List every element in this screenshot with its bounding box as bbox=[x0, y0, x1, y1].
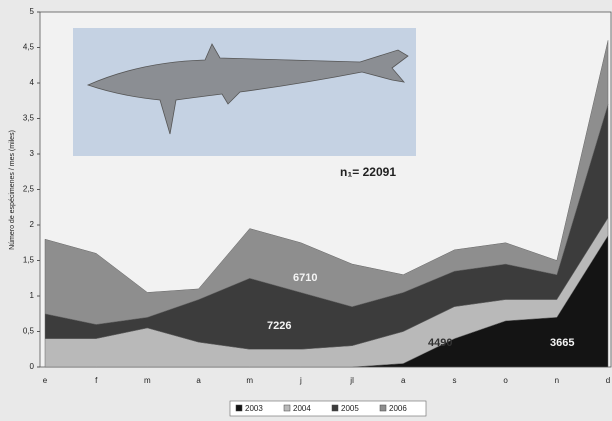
x-tick-label: s bbox=[452, 376, 456, 385]
annotation: 7226 bbox=[267, 320, 291, 332]
y-tick-label: 4 bbox=[30, 78, 35, 87]
y-tick-label: 0 bbox=[30, 362, 35, 371]
x-tick-label: jl bbox=[349, 376, 354, 385]
y-axis-label: Número de espécimenes / mes (miles) bbox=[9, 130, 16, 250]
legend-label: 2004 bbox=[293, 404, 311, 413]
legend-swatch bbox=[235, 404, 243, 412]
x-tick-label: m bbox=[246, 376, 253, 385]
y-tick-label: 1,5 bbox=[23, 256, 35, 265]
legend-label: 2003 bbox=[245, 404, 263, 413]
x-tick-label: j bbox=[299, 376, 302, 385]
x-tick-label: a bbox=[196, 376, 201, 385]
x-tick-label: f bbox=[95, 376, 98, 385]
y-tick-label: 0,5 bbox=[23, 327, 35, 336]
shark-drawing bbox=[86, 43, 409, 135]
y-tick-label: 5 bbox=[30, 7, 35, 16]
legend-swatch bbox=[283, 404, 291, 412]
x-tick-label: m bbox=[144, 376, 151, 385]
legend-swatch bbox=[331, 404, 339, 412]
y-tick-label: 4,5 bbox=[23, 43, 35, 52]
annotation: 6710 bbox=[293, 272, 317, 284]
annotation: 3665 bbox=[550, 337, 574, 349]
y-tick-label: 3 bbox=[30, 149, 35, 158]
y-tick-label: 3,5 bbox=[23, 114, 35, 123]
annotation: n₁= 22091 bbox=[340, 165, 396, 179]
legend-label: 2005 bbox=[341, 404, 359, 413]
y-tick-label: 2 bbox=[30, 220, 35, 229]
legend-swatch bbox=[379, 404, 387, 412]
x-tick-label: a bbox=[401, 376, 406, 385]
areas bbox=[44, 40, 609, 368]
x-tick-label: e bbox=[43, 376, 48, 385]
y-tick-label: 2,5 bbox=[23, 185, 35, 194]
inset-image bbox=[73, 28, 416, 156]
x-tick-label: o bbox=[503, 376, 508, 385]
x-tick-label: d bbox=[606, 376, 610, 385]
legend-label: 2006 bbox=[389, 404, 407, 413]
y-tick-label: 1 bbox=[30, 291, 35, 300]
x-tick-label: n bbox=[555, 376, 559, 385]
area bbox=[44, 40, 609, 325]
legend bbox=[229, 400, 427, 417]
annotation: 4490 bbox=[428, 337, 452, 349]
